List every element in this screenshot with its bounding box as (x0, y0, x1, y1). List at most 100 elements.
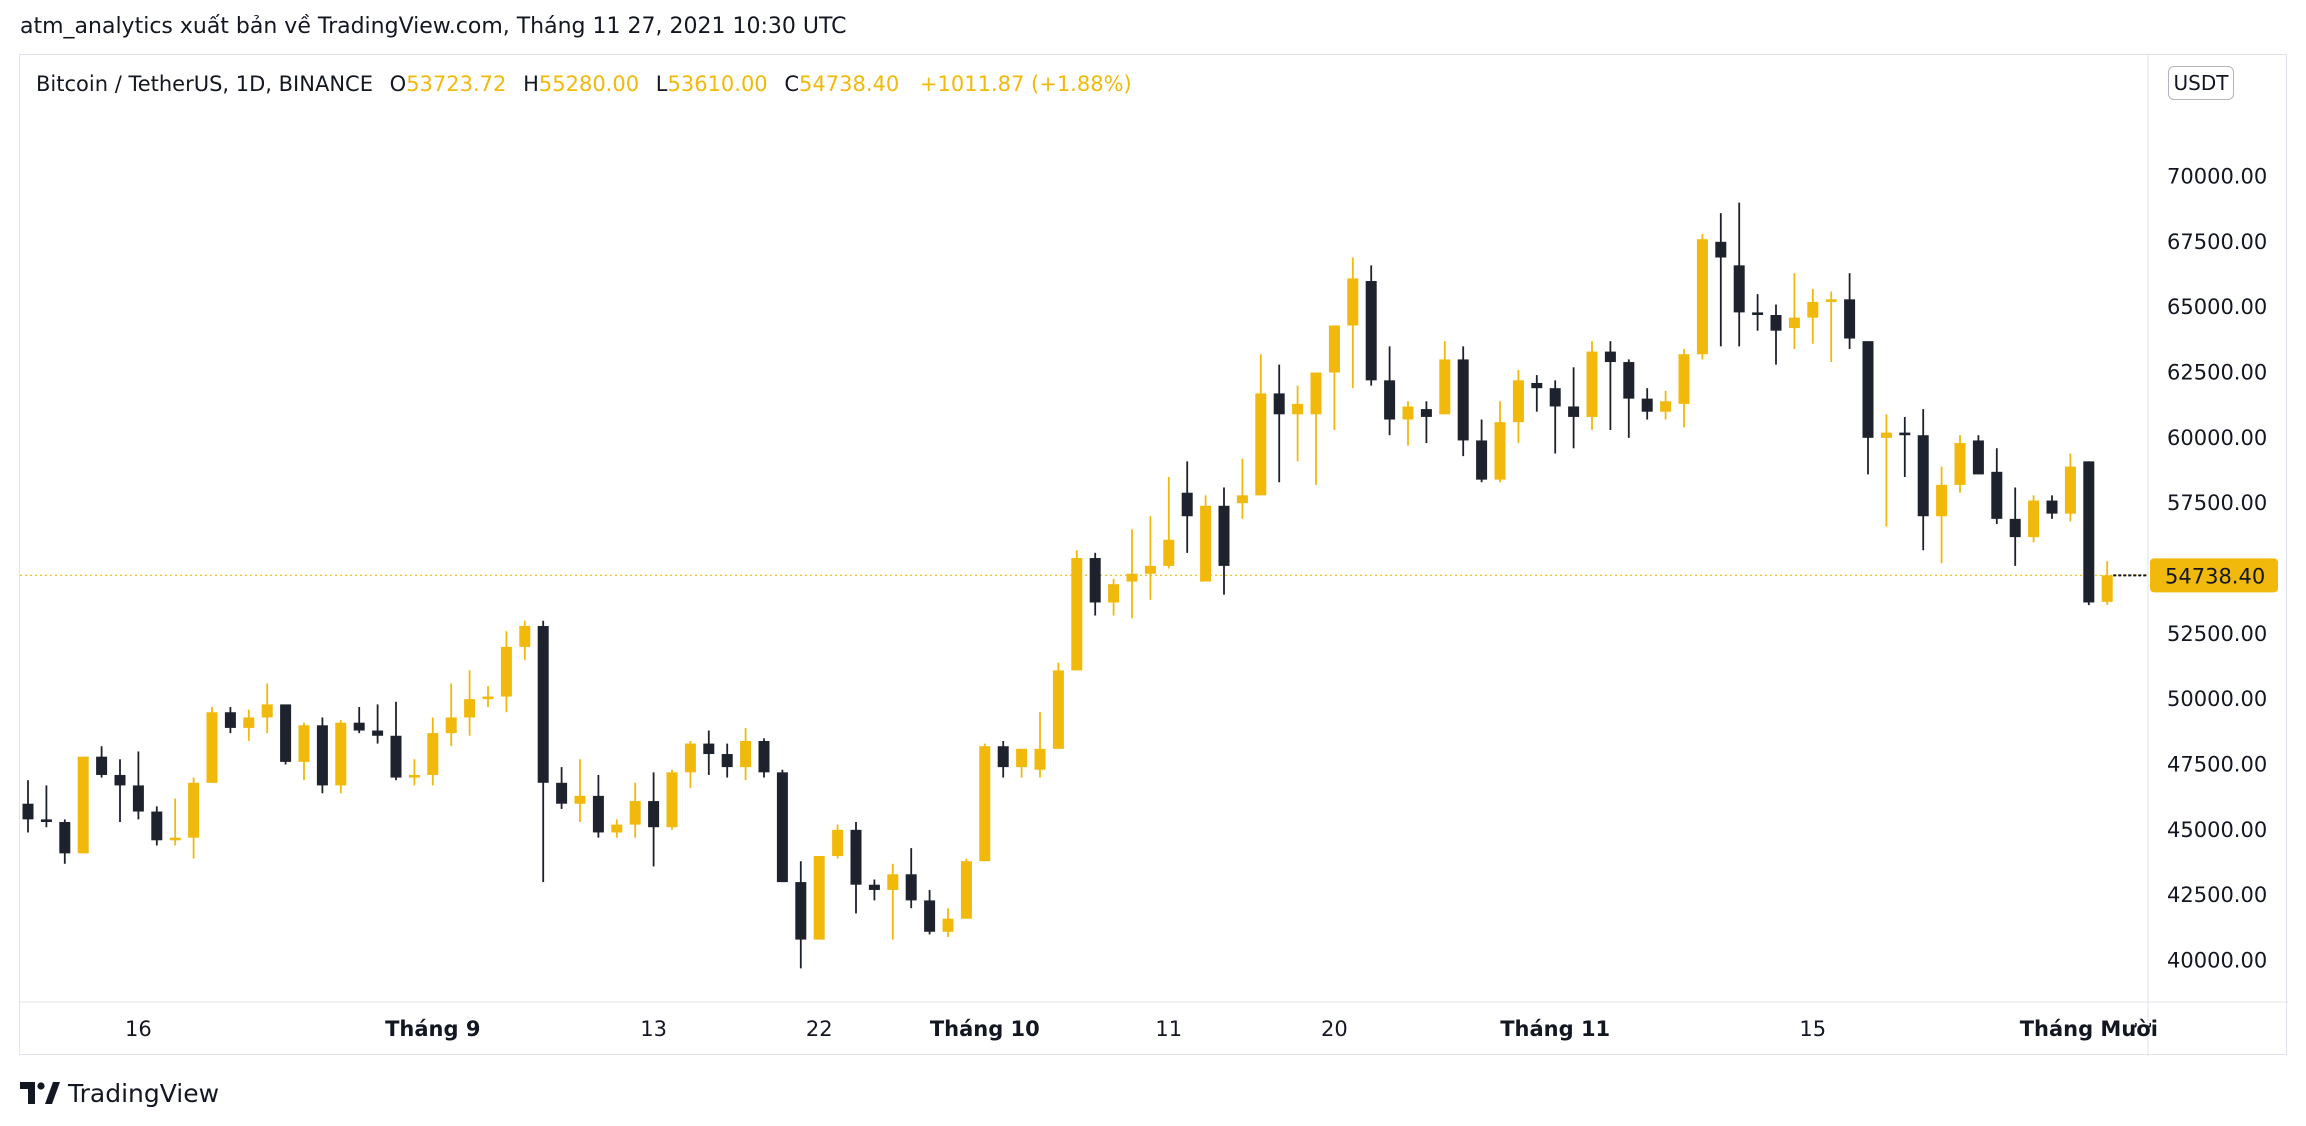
candle-body[interactable] (372, 730, 384, 736)
candle-body[interactable] (556, 782, 568, 804)
candle-body[interactable] (1660, 401, 1672, 412)
candle-body[interactable] (740, 740, 752, 768)
candle-body[interactable] (1972, 440, 1984, 475)
candle-body[interactable] (1549, 388, 1561, 407)
chart-frame[interactable]: 40000.00 42500.00 45000.00 47500.00 50000.00… (19, 54, 2288, 1056)
candle-body[interactable] (1328, 325, 1340, 373)
candle-body[interactable] (776, 772, 788, 883)
candle-body[interactable] (1954, 443, 1966, 485)
candle-body[interactable] (482, 696, 494, 700)
candle-body[interactable] (1825, 299, 1837, 302)
candle-body[interactable] (1071, 558, 1083, 671)
candle-body[interactable] (1476, 440, 1488, 480)
candle-body[interactable] (500, 646, 512, 697)
candle-body[interactable] (188, 782, 200, 838)
candle-body[interactable] (703, 743, 715, 755)
candle-body[interactable] (1200, 505, 1212, 582)
candle-body[interactable] (40, 819, 52, 822)
candle-body[interactable] (2009, 518, 2021, 538)
candle-body[interactable] (1384, 380, 1396, 420)
candle-body[interactable] (169, 837, 181, 841)
candle-body[interactable] (224, 712, 236, 728)
candle-body[interactable] (666, 772, 678, 828)
candle-body[interactable] (1696, 239, 1708, 355)
candle-body[interactable] (316, 725, 328, 786)
candle-body[interactable] (813, 855, 825, 940)
candle-body[interactable] (537, 625, 549, 783)
candle-body[interactable] (629, 801, 641, 825)
candle-body[interactable] (648, 801, 660, 828)
candle-body[interactable] (1862, 341, 1874, 438)
candle-body[interactable] (611, 824, 623, 833)
candle-body[interactable] (1292, 403, 1304, 415)
candle-body[interactable] (1273, 393, 1285, 415)
candle-body[interactable] (1936, 484, 1948, 517)
candle-body[interactable] (592, 795, 604, 833)
candle-body[interactable] (353, 722, 365, 731)
candlestick-chart[interactable]: 40000.00 42500.00 45000.00 47500.00 50000.00… (20, 55, 2288, 1056)
candle-body[interactable] (427, 733, 439, 775)
candle-body[interactable] (390, 735, 402, 778)
candle-body[interactable] (684, 743, 696, 773)
candle-body[interactable] (243, 717, 255, 728)
candle-body[interactable] (77, 756, 89, 854)
candle-body[interactable] (280, 704, 292, 762)
candle-body[interactable] (1531, 382, 1543, 389)
candle-body[interactable] (1752, 312, 1764, 316)
candle-body[interactable] (1347, 278, 1359, 326)
candle-body[interactable] (1016, 748, 1028, 768)
candle-body[interactable] (850, 829, 862, 885)
candle-body[interactable] (2101, 575, 2113, 602)
candle-body[interactable] (2064, 466, 2076, 514)
candle-body[interactable] (261, 704, 273, 718)
tradingview-brand[interactable]: TradingView (20, 1076, 219, 1110)
candle-body[interactable] (408, 774, 420, 778)
candle-body[interactable] (519, 625, 531, 647)
candle-body[interactable] (1163, 539, 1175, 566)
candle-body[interactable] (1623, 362, 1635, 399)
candle-body[interactable] (1733, 265, 1745, 313)
candle-body[interactable] (1108, 584, 1120, 603)
candle-body[interactable] (1144, 565, 1156, 574)
candle-body[interactable] (979, 746, 991, 862)
candle-body[interactable] (574, 795, 586, 804)
candle-body[interactable] (464, 699, 476, 718)
candle-body[interactable] (2083, 461, 2095, 603)
candle-body[interactable] (1494, 422, 1506, 480)
candle-body[interactable] (22, 803, 34, 820)
candle-body[interactable] (206, 712, 218, 783)
candle-body[interactable] (1457, 359, 1469, 441)
candle-body[interactable] (1899, 432, 1911, 436)
candle-body[interactable] (942, 918, 954, 932)
candle-body[interactable] (1236, 495, 1248, 504)
candle-body[interactable] (832, 829, 844, 856)
candle-body[interactable] (1807, 301, 1819, 318)
candle-body[interactable] (868, 884, 880, 890)
candle-body[interactable] (1880, 432, 1892, 438)
candle-body[interactable] (1439, 359, 1451, 415)
candle-body[interactable] (1255, 393, 1267, 496)
candle-body[interactable] (1917, 435, 1929, 517)
candle-body[interactable] (887, 874, 899, 890)
candle-body[interactable] (1715, 241, 1727, 258)
candle-body[interactable] (59, 821, 71, 854)
candle-body[interactable] (1991, 471, 2003, 519)
candle-body[interactable] (1402, 406, 1414, 420)
candle-body[interactable] (96, 756, 108, 775)
candle-body[interactable] (1034, 748, 1046, 770)
candle-body[interactable] (151, 811, 163, 841)
candle-body[interactable] (1512, 380, 1524, 423)
candle-body[interactable] (1420, 409, 1432, 417)
candle-body[interactable] (758, 740, 770, 773)
candle-body[interactable] (1089, 558, 1101, 603)
candle-body[interactable] (960, 861, 972, 919)
candle-body[interactable] (1052, 670, 1064, 749)
candle-body[interactable] (2028, 500, 2040, 538)
candle-body[interactable] (905, 874, 917, 901)
candle-body[interactable] (335, 722, 347, 786)
candle-body[interactable] (1770, 315, 1782, 331)
candle-body[interactable] (1218, 505, 1230, 566)
candle-body[interactable] (1788, 317, 1800, 329)
candle-body[interactable] (1641, 398, 1653, 412)
candle-body[interactable] (445, 717, 457, 734)
